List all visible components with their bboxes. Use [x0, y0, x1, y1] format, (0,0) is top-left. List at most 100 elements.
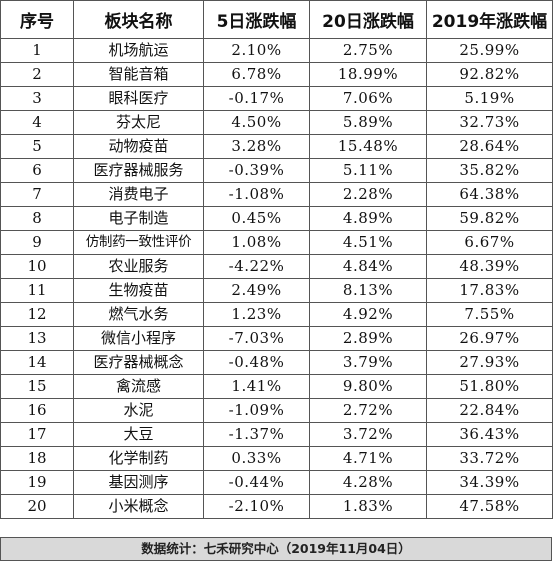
- header-2019-change: 2019年涨跌幅: [426, 0, 553, 39]
- change-5day: 1.08%: [203, 230, 310, 255]
- row-index: 15: [0, 374, 74, 399]
- sector-name: 动物疫苗: [73, 134, 204, 159]
- table-row: 3 眼科医疗 -0.17% 7.06% 5.19%: [0, 86, 553, 111]
- change-20day: 4.28%: [309, 470, 427, 495]
- sector-name: 消费电子: [73, 182, 204, 207]
- change-5day: -4.22%: [203, 254, 310, 279]
- change-20day: 5.11%: [309, 158, 427, 183]
- table-row: 5 动物疫苗 3.28% 15.48% 28.64%: [0, 134, 553, 159]
- sector-name: 大豆: [73, 422, 204, 447]
- change-5day: -1.37%: [203, 422, 310, 447]
- table-row: 1 机场航运 2.10% 2.75% 25.99%: [0, 38, 553, 63]
- change-20day: 2.89%: [309, 326, 427, 351]
- change-2019: 32.73%: [426, 110, 553, 135]
- sector-name: 电子制造: [73, 206, 204, 231]
- change-5day: 6.78%: [203, 62, 310, 87]
- change-20day: 8.13%: [309, 278, 427, 303]
- change-2019: 36.43%: [426, 422, 553, 447]
- row-index: 8: [0, 206, 74, 231]
- row-index: 13: [0, 326, 74, 351]
- row-index: 20: [0, 494, 74, 519]
- row-index: 2: [0, 62, 74, 87]
- change-20day: 7.06%: [309, 86, 427, 111]
- table-row: 14 医疗器械概念 -0.48% 3.79% 27.93%: [0, 350, 553, 375]
- table-row: 17 大豆 -1.37% 3.72% 36.43%: [0, 422, 553, 447]
- change-5day: 3.28%: [203, 134, 310, 159]
- row-index: 7: [0, 182, 74, 207]
- change-20day: 15.48%: [309, 134, 427, 159]
- sector-name: 燃气水务: [73, 302, 204, 327]
- sector-name: 水泥: [73, 398, 204, 423]
- row-index: 19: [0, 470, 74, 495]
- row-index: 14: [0, 350, 74, 375]
- change-2019: 34.39%: [426, 470, 553, 495]
- sector-name: 智能音箱: [73, 62, 204, 87]
- change-5day: 0.45%: [203, 206, 310, 231]
- change-5day: 4.50%: [203, 110, 310, 135]
- row-index: 11: [0, 278, 74, 303]
- change-2019: 33.72%: [426, 446, 553, 471]
- change-2019: 25.99%: [426, 38, 553, 63]
- header-row: 序号 板块名称 5日涨跌幅 20日涨跌幅 2019年涨跌幅: [0, 0, 553, 39]
- sector-name: 基因测序: [73, 470, 204, 495]
- change-20day: 4.84%: [309, 254, 427, 279]
- change-20day: 4.92%: [309, 302, 427, 327]
- table-row: 10 农业服务 -4.22% 4.84% 48.39%: [0, 254, 553, 279]
- change-5day: 2.49%: [203, 278, 310, 303]
- change-2019: 22.84%: [426, 398, 553, 423]
- change-2019: 59.82%: [426, 206, 553, 231]
- change-20day: 2.75%: [309, 38, 427, 63]
- row-index: 12: [0, 302, 74, 327]
- change-2019: 27.93%: [426, 350, 553, 375]
- change-20day: 4.89%: [309, 206, 427, 231]
- change-2019: 26.97%: [426, 326, 553, 351]
- change-2019: 7.55%: [426, 302, 553, 327]
- change-5day: -1.09%: [203, 398, 310, 423]
- change-2019: 92.82%: [426, 62, 553, 87]
- change-2019: 28.64%: [426, 134, 553, 159]
- sector-name: 农业服务: [73, 254, 204, 279]
- change-2019: 5.19%: [426, 86, 553, 111]
- sector-name: 眼科医疗: [73, 86, 204, 111]
- change-5day: -0.44%: [203, 470, 310, 495]
- sector-name: 仿制药一致性评价: [73, 230, 204, 255]
- change-2019: 6.67%: [426, 230, 553, 255]
- row-index: 1: [0, 38, 74, 63]
- sector-name: 微信小程序: [73, 326, 204, 351]
- change-20day: 4.71%: [309, 446, 427, 471]
- table-row: 12 燃气水务 1.23% 4.92% 7.55%: [0, 302, 553, 327]
- table-row: 7 消费电子 -1.08% 2.28% 64.38%: [0, 182, 553, 207]
- table-row: 13 微信小程序 -7.03% 2.89% 26.97%: [0, 326, 553, 351]
- row-index: 10: [0, 254, 74, 279]
- change-20day: 9.80%: [309, 374, 427, 399]
- change-20day: 3.72%: [309, 422, 427, 447]
- table-row: 11 生物疫苗 2.49% 8.13% 17.83%: [0, 278, 553, 303]
- sector-name: 机场航运: [73, 38, 204, 63]
- row-index: 4: [0, 110, 74, 135]
- row-index: 3: [0, 86, 74, 111]
- row-index: 5: [0, 134, 74, 159]
- change-20day: 1.83%: [309, 494, 427, 519]
- data-source-footer: 数据统计：七禾研究中心（2019年11月04日）: [0, 537, 552, 561]
- sector-name: 化学制药: [73, 446, 204, 471]
- sector-name: 医疗器械概念: [73, 350, 204, 375]
- change-20day: 4.51%: [309, 230, 427, 255]
- table-row: 20 小米概念 -2.10% 1.83% 47.58%: [0, 494, 553, 519]
- change-5day: -0.39%: [203, 158, 310, 183]
- row-index: 6: [0, 158, 74, 183]
- table-row: 4 芬太尼 4.50% 5.89% 32.73%: [0, 110, 553, 135]
- table-row: 6 医疗器械服务 -0.39% 5.11% 35.82%: [0, 158, 553, 183]
- row-index: 9: [0, 230, 74, 255]
- change-2019: 47.58%: [426, 494, 553, 519]
- table-row: 2 智能音箱 6.78% 18.99% 92.82%: [0, 62, 553, 87]
- change-5day: -0.48%: [203, 350, 310, 375]
- change-20day: 2.28%: [309, 182, 427, 207]
- change-5day: -7.03%: [203, 326, 310, 351]
- header-5day-change: 5日涨跌幅: [203, 0, 310, 39]
- table-row: 9 仿制药一致性评价 1.08% 4.51% 6.67%: [0, 230, 553, 255]
- sector-name: 医疗器械服务: [73, 158, 204, 183]
- change-2019: 17.83%: [426, 278, 553, 303]
- row-index: 18: [0, 446, 74, 471]
- sector-name: 生物疫苗: [73, 278, 204, 303]
- sector-performance-table: 序号 板块名称 5日涨跌幅 20日涨跌幅 2019年涨跌幅 1 机场航运 2.10% 2.75…: [0, 0, 553, 519]
